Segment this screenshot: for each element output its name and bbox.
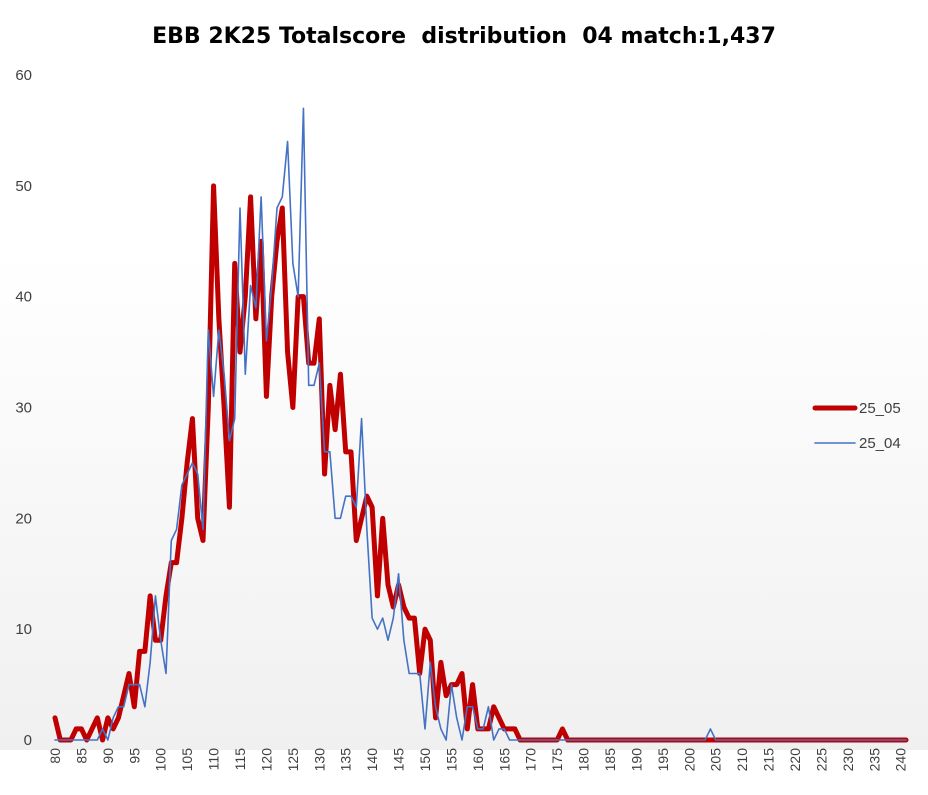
x-tick-label: 140: [364, 748, 380, 772]
y-tick-label: 60: [15, 67, 32, 84]
x-tick-label: 150: [417, 748, 433, 772]
chart-title: EBB 2K25 Totalscore distribution 04 matc…: [152, 24, 776, 49]
x-tick-label: 195: [655, 748, 671, 772]
x-tick-label: 145: [391, 748, 407, 772]
x-tick-label: 110: [206, 748, 222, 771]
legend-label: 25_04: [859, 435, 901, 452]
x-tick-label: 155: [443, 748, 459, 772]
y-tick-label: 20: [15, 510, 32, 527]
x-tick-label: 185: [602, 748, 618, 772]
x-tick-label: 80: [47, 748, 63, 764]
x-tick-label: 235: [866, 748, 882, 772]
x-tick-label: 115: [232, 748, 248, 771]
x-tick-label: 170: [523, 748, 539, 772]
series-lines: [52, 107, 909, 743]
y-axis: 0 10 20 30 40 50 60: [15, 67, 32, 749]
x-tick-label: 100: [153, 748, 169, 772]
y-tick-label: 40: [15, 289, 32, 306]
x-tick-label: 120: [258, 748, 274, 772]
y-tick-label: 30: [15, 400, 32, 417]
x-tick-label: 220: [787, 748, 803, 772]
y-tick-label: 50: [15, 178, 32, 195]
x-tick-label: 135: [338, 748, 354, 772]
x-tick-label: 225: [813, 748, 829, 772]
y-tick-label: 0: [24, 732, 32, 749]
x-tick-label: 200: [681, 748, 697, 772]
x-tick-label: 160: [470, 748, 486, 772]
x-tick-label: 125: [285, 748, 301, 772]
y-tick-label: 10: [15, 621, 32, 638]
x-tick-label: 175: [549, 748, 565, 772]
x-tick-label: 215: [761, 748, 777, 772]
x-tick-label: 90: [100, 748, 116, 764]
x-tick-label: 240: [893, 748, 909, 772]
x-tick-label: 205: [708, 748, 724, 772]
x-tick-label: 95: [126, 748, 142, 764]
x-tick-label: 230: [840, 748, 856, 772]
x-tick-label: 165: [496, 748, 512, 772]
x-tick-label: 210: [734, 748, 750, 772]
x-axis: 80 85 90 95 100 105 110 115 120 125 130 135 140 145 15…: [47, 748, 909, 772]
x-tick-label: 130: [311, 748, 327, 772]
x-tick-label: 105: [179, 748, 195, 772]
plot-background: [0, 60, 928, 750]
legend-label: 25_05: [859, 400, 901, 417]
x-tick-label: 180: [576, 748, 592, 772]
legend: 25_05 25_04: [812, 400, 901, 452]
x-tick-label: 85: [73, 748, 89, 764]
x-tick-label: 190: [628, 748, 644, 772]
series-line-25_04: [54, 107, 907, 741]
